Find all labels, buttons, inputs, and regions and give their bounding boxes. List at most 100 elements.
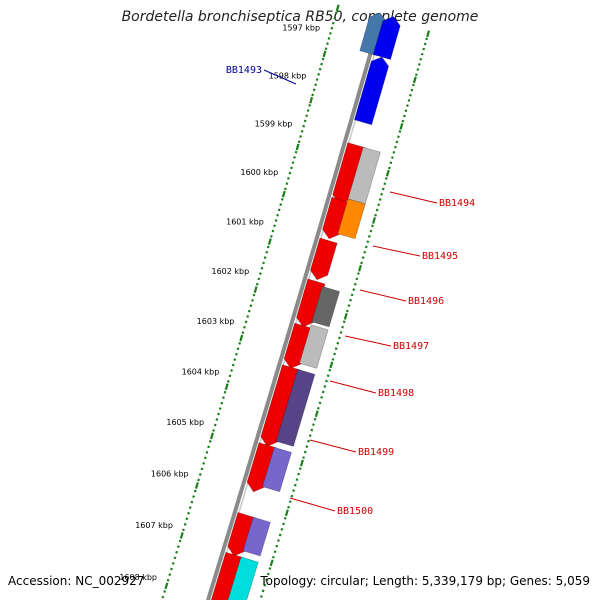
track-dot (342, 320, 346, 324)
track-dot (297, 472, 300, 476)
track-dot (378, 198, 382, 201)
gene-feature[interactable] (296, 278, 326, 328)
dotted-tracks (161, 4, 431, 599)
gene-feature[interactable] (337, 198, 366, 240)
track-dot (317, 73, 320, 76)
track-dot (333, 352, 336, 356)
track-dot (330, 26, 334, 30)
gene-label[interactable]: BB1496 (408, 296, 444, 307)
kbp-tick-label: 1607 kbp (135, 521, 173, 530)
track-dot (312, 423, 315, 427)
track-dot (327, 37, 331, 40)
gene-label[interactable]: BB1500 (337, 506, 373, 517)
track-dot (377, 203, 381, 207)
kbp-tick-label: 1598 kbp (269, 71, 307, 80)
track-dot (244, 320, 248, 324)
track-dot (371, 224, 374, 228)
track-dot (375, 208, 379, 212)
track-dot (283, 516, 287, 520)
gene-label-leader (344, 335, 392, 347)
gene-feature[interactable] (309, 237, 338, 281)
track-dot (212, 429, 215, 432)
gene-feature[interactable] (299, 324, 329, 369)
track-dot (381, 187, 385, 191)
track-dot (333, 16, 337, 20)
track-dot (293, 483, 297, 487)
track-dot (358, 264, 362, 272)
gene-label[interactable]: BB1497 (393, 341, 429, 352)
track-dot (236, 347, 240, 351)
track-dot (223, 390, 227, 394)
gene-label-leader (372, 245, 421, 257)
track-dot (241, 331, 245, 334)
track-dot (288, 500, 292, 504)
track-dot (292, 489, 295, 492)
kbp-tick-label: 1600 kbp (241, 168, 279, 177)
track-dot (385, 169, 390, 177)
track-dot (425, 37, 428, 41)
track-dot (384, 177, 388, 180)
track-dot (282, 522, 285, 526)
track-dot (422, 47, 426, 51)
gene-label[interactable]: BB1495 (422, 251, 458, 262)
track-dot (198, 473, 202, 476)
gene-label[interactable]: BB1494 (439, 198, 475, 209)
gene-label[interactable]: BB1498 (378, 388, 414, 399)
gene-label[interactable]: BB1493 (226, 65, 262, 76)
track-dot (321, 390, 325, 394)
track-dot (322, 50, 327, 58)
track-dot (235, 352, 238, 356)
track-dot (280, 528, 284, 531)
track-dot (323, 385, 327, 388)
track-dot (290, 166, 293, 170)
track-dot (287, 176, 290, 180)
kbp-tick-label: 1599 kbp (255, 120, 293, 129)
gene-label-leader (359, 289, 407, 302)
track-dot (399, 122, 404, 130)
gene-feature[interactable] (242, 516, 271, 557)
track-dot (228, 374, 232, 378)
track-dot (247, 309, 251, 313)
track-dot (336, 341, 340, 345)
track-dot (269, 559, 274, 567)
track-dot (404, 109, 408, 113)
gene-feature[interactable] (208, 551, 244, 600)
track-dot (238, 342, 242, 345)
track-dot (314, 410, 319, 418)
gene-feature[interactable] (311, 285, 341, 328)
track-dot (273, 550, 277, 554)
track-dot (412, 76, 417, 84)
gene-feature[interactable] (246, 442, 277, 493)
track-dot (407, 99, 411, 102)
track-dot (178, 539, 182, 543)
track-dot (380, 192, 384, 196)
track-dot (231, 363, 235, 367)
gene-feature[interactable] (283, 322, 313, 369)
track-dot (353, 282, 357, 286)
track-dot (278, 533, 282, 537)
gene-feature[interactable] (261, 446, 292, 493)
gene-feature[interactable] (275, 368, 316, 447)
track-dot (326, 42, 329, 45)
track-dot (303, 450, 307, 454)
gene-label[interactable]: BB1499 (358, 447, 394, 458)
track-dot (401, 119, 405, 123)
gene-feature[interactable] (227, 511, 256, 557)
gene-feature[interactable] (260, 364, 301, 447)
track-dot (170, 567, 173, 571)
track-dot (305, 114, 309, 118)
track-dot (295, 143, 300, 151)
track-dot (364, 245, 368, 249)
track-dot (290, 494, 294, 498)
track-dot (291, 161, 295, 164)
track-dot (207, 445, 210, 449)
gene-feature[interactable] (223, 556, 259, 600)
track-dot (226, 379, 230, 383)
track-dot (253, 286, 258, 294)
track-dot (315, 78, 319, 81)
gene-feature[interactable] (372, 16, 401, 60)
gene-feature[interactable] (353, 56, 390, 126)
track-dot (187, 511, 190, 515)
gene-feature[interactable] (322, 196, 350, 240)
